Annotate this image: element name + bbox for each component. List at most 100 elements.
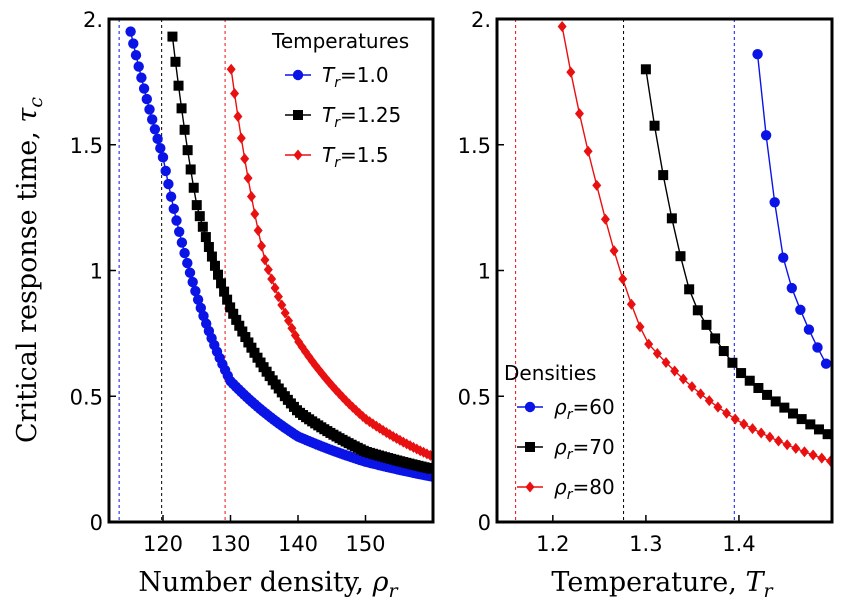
data-point <box>753 382 764 393</box>
data-point <box>246 191 256 203</box>
x-tick-label: 1.2 <box>536 532 569 556</box>
data-point <box>149 124 161 135</box>
left-x-axis-title: Number density, ρr <box>138 567 399 602</box>
data-point <box>788 408 799 419</box>
data-point <box>675 251 686 262</box>
data-point <box>200 232 211 243</box>
right-x-axis-title-text: Temperature, <box>551 567 745 598</box>
data-point <box>635 321 645 333</box>
data-point <box>267 273 277 285</box>
data-point <box>176 237 188 248</box>
legend-marker <box>524 401 536 413</box>
data-point <box>174 226 185 237</box>
data-point <box>736 368 747 379</box>
data-point <box>782 439 792 451</box>
data-point <box>231 314 242 325</box>
data-point <box>808 449 818 461</box>
right-x-axis-title-symbol: T <box>745 567 765 598</box>
data-point <box>773 435 783 447</box>
data-point <box>250 208 260 220</box>
data-point <box>226 63 236 75</box>
data-point <box>765 431 775 443</box>
data-point <box>609 245 619 257</box>
data-point <box>770 396 781 407</box>
data-point <box>277 299 287 311</box>
data-point <box>778 252 789 263</box>
data-point <box>425 449 433 461</box>
legend-marker <box>525 481 535 493</box>
y-tick-label: 0.5 <box>458 385 491 409</box>
data-point <box>566 66 576 78</box>
series-line-2 <box>230 69 431 457</box>
legend-title: Temperatures <box>271 29 409 53</box>
data-point <box>600 213 610 225</box>
data-point <box>574 108 584 120</box>
data-point <box>692 305 703 316</box>
data-point <box>795 304 806 316</box>
x-tick-label: 140 <box>278 532 318 556</box>
data-point <box>157 152 169 163</box>
legend-label: Tr=1.25 <box>322 103 401 131</box>
legend: Temperatures Tr=1.0 Tr=1.25 Tr=1.5 <box>271 29 409 171</box>
data-point <box>170 56 181 67</box>
legend-label: ρr=80 <box>554 475 615 503</box>
data-point <box>219 286 230 297</box>
series-0 <box>752 49 832 369</box>
data-point <box>273 291 283 303</box>
series-line-1 <box>645 69 828 435</box>
data-point <box>163 178 174 190</box>
data-point <box>237 326 248 337</box>
data-point <box>185 164 196 175</box>
legend-marker <box>292 69 304 81</box>
data-point <box>182 257 193 269</box>
data-point <box>128 38 139 49</box>
data-point <box>701 319 712 330</box>
legend: Densities ρr=60 ρr=70 ρr=80 <box>504 361 615 503</box>
x-tick-label: 130 <box>210 532 250 556</box>
series-2 <box>557 21 832 467</box>
data-point <box>799 446 809 458</box>
data-point <box>739 418 749 430</box>
data-point <box>284 315 294 327</box>
data-point <box>730 413 740 425</box>
data-point <box>243 172 253 184</box>
data-point <box>236 132 246 144</box>
y-tick-label: 0 <box>478 511 491 535</box>
legend-label: ρr=60 <box>554 395 615 423</box>
series-2 <box>226 63 433 461</box>
x-tick-label: 1.3 <box>629 532 662 556</box>
data-point <box>762 389 773 400</box>
left-x-axis-title-symbol: ρ <box>372 567 389 598</box>
data-point <box>141 93 152 105</box>
data-point <box>822 429 832 440</box>
svg-text:Critical response time, τc: Critical response time, τc <box>12 97 47 443</box>
left-panel: 0 0.5 1 1.5 2. 120 130 140 150 Temperatures Tr=1.0… <box>70 8 435 556</box>
data-point <box>184 267 196 278</box>
data-point <box>147 114 158 125</box>
series-1 <box>167 31 433 474</box>
y-tick-label: 0 <box>90 511 103 535</box>
y-tick-label: 0.5 <box>70 385 103 409</box>
data-point <box>618 273 628 285</box>
legend-marker <box>525 442 535 452</box>
data-point <box>744 375 755 386</box>
data-point <box>796 414 807 425</box>
data-point <box>194 211 205 222</box>
data-point <box>233 110 243 122</box>
data-point <box>263 264 273 276</box>
data-point <box>144 104 155 115</box>
y-axis-title-sub: c <box>25 97 47 108</box>
right-x-axis-title-sub: r <box>763 580 774 602</box>
left-x-axis-title-sub: r <box>388 580 399 602</box>
data-point <box>173 80 184 91</box>
data-point <box>257 240 267 252</box>
data-point <box>687 381 697 393</box>
data-point <box>138 83 150 94</box>
data-point <box>803 324 815 335</box>
data-point <box>209 260 220 271</box>
y-tick-label: 1 <box>478 260 491 284</box>
data-point <box>191 200 202 211</box>
legend-label: Tr=1.0 <box>322 63 389 91</box>
y-tick-label: 2. <box>471 8 491 32</box>
data-point <box>710 333 721 344</box>
